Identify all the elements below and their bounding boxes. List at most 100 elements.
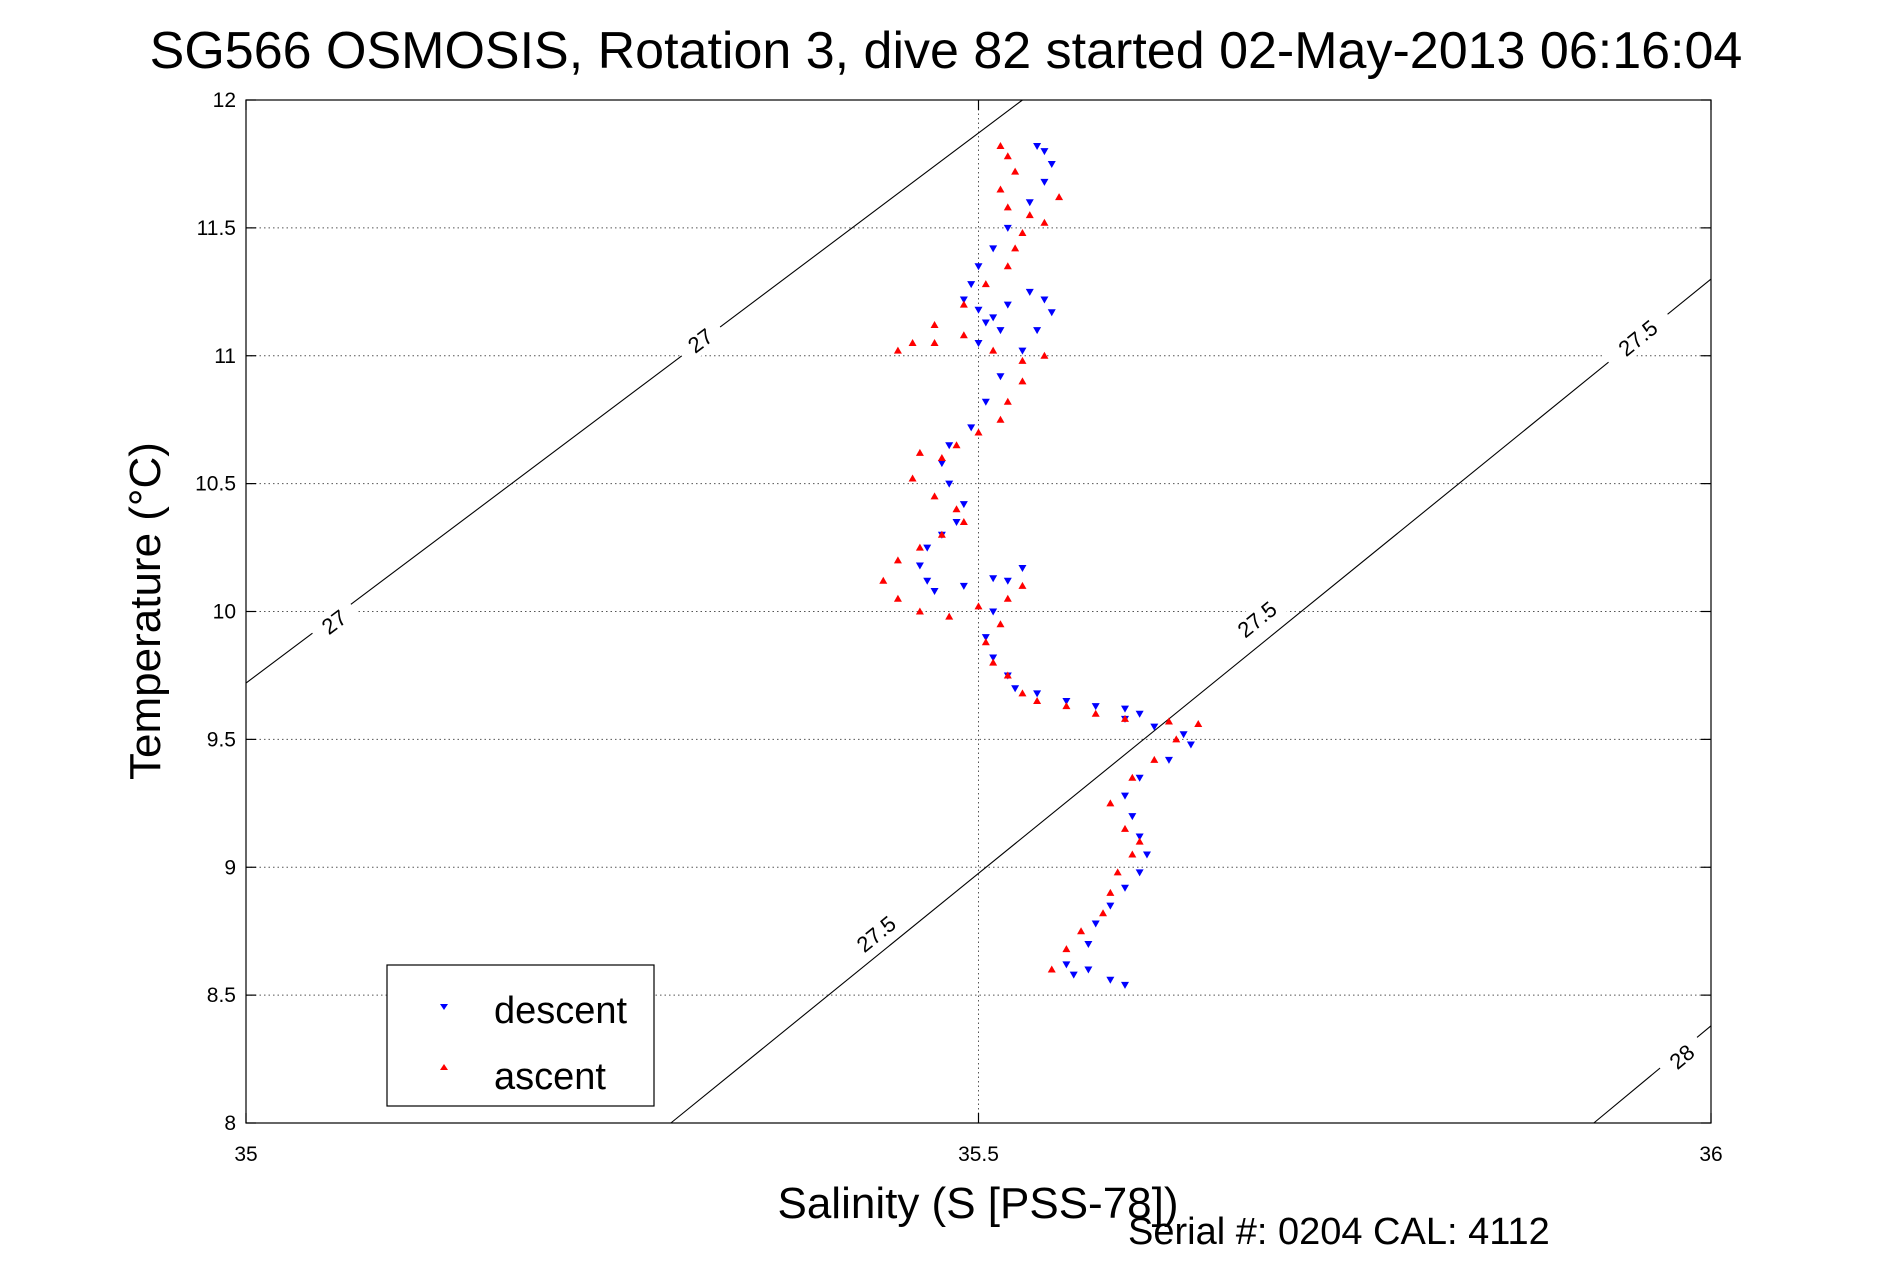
ascent-point: [981, 280, 990, 288]
descent-point: [1025, 288, 1034, 296]
ascent-point: [1128, 773, 1137, 781]
ascent-point: [1033, 697, 1042, 705]
x-tick-label: 35.5: [958, 1143, 999, 1166]
ascent-point: [1011, 244, 1020, 252]
descent-point: [1062, 961, 1071, 969]
y-tick-label: 9.5: [207, 728, 236, 751]
descent-point: [1003, 224, 1012, 232]
ascent-point: [952, 505, 961, 513]
ascent-point: [1047, 965, 1056, 973]
ascent-point: [915, 543, 924, 551]
contour-label-gap: [1219, 585, 1295, 654]
serial-cal-footer: Serial #: 0204 CAL: 4112: [1128, 1211, 1550, 1253]
x-axis-label: Salinity (S [PSS-78]): [777, 1179, 1178, 1228]
ascent-point: [974, 428, 983, 436]
descent-point: [989, 654, 998, 662]
ascent-point: [996, 185, 1005, 193]
contour-label-gap: [306, 596, 361, 647]
ascent-point: [930, 338, 939, 346]
ascent-point: [1003, 262, 1012, 270]
ascent-point: [893, 346, 902, 354]
y-tick-label: 10: [213, 601, 236, 624]
ascent-point: [996, 620, 1005, 628]
descent-point: [1062, 698, 1071, 706]
data-points: [879, 142, 1203, 989]
ascent-point: [1099, 909, 1108, 917]
ascent-point: [1003, 594, 1012, 602]
legend-descent-marker: [440, 1004, 448, 1010]
descent-point: [996, 327, 1005, 335]
descent-point: [981, 634, 990, 642]
descent-point: [989, 314, 998, 322]
ascent-point: [996, 415, 1005, 423]
ascent-point: [908, 474, 917, 482]
ascent-point: [930, 492, 939, 500]
ascent-point: [952, 441, 961, 449]
legend: descent ascent: [386, 964, 655, 1107]
descent-point: [1135, 774, 1144, 782]
ascent-point: [915, 607, 924, 615]
descent-point: [945, 480, 954, 488]
descent-point: [989, 608, 998, 616]
ascent-point: [893, 594, 902, 602]
axis-ticks: 35 35.5 36 8 8.5 9 9.5 10 10.5 11 11.5 12: [195, 89, 1723, 1166]
descent-point: [1040, 148, 1049, 156]
descent-point: [945, 442, 954, 450]
ascent-point: [1091, 709, 1100, 717]
y-tick-label: 12: [213, 89, 236, 112]
ascent-point: [1018, 228, 1027, 236]
ascent-point: [1128, 850, 1137, 858]
descent-point: [1003, 301, 1012, 309]
contour-label-gap: [1600, 303, 1676, 372]
descent-point: [1121, 705, 1129, 713]
descent-point: [1091, 703, 1100, 711]
descent-point: [1135, 833, 1144, 841]
descent-point: [1121, 792, 1129, 800]
y-tick-label: 10.5: [195, 473, 236, 496]
descent-point: [1084, 940, 1093, 948]
ascent-point: [1003, 397, 1012, 405]
ascent-point: [989, 658, 998, 666]
descent-point: [981, 398, 990, 406]
contour-label-gap: [673, 315, 728, 366]
ascent-point: [1003, 671, 1012, 679]
descent-point: [937, 460, 946, 468]
ascent-point: [1055, 193, 1064, 201]
descent-point: [967, 424, 976, 432]
descent-point: [974, 263, 983, 271]
descent-point: [996, 373, 1005, 381]
ascent-point: [959, 300, 968, 308]
legend-ascent-label: ascent: [494, 1056, 606, 1098]
y-tick-label: 11.5: [197, 217, 236, 240]
ascent-point: [1018, 356, 1027, 364]
descent-point: [1047, 160, 1056, 168]
descent-point: [1091, 920, 1100, 928]
ascent-point: [1062, 702, 1071, 710]
descent-point: [1033, 143, 1042, 151]
ascent-point: [893, 556, 902, 564]
descent-point: [1164, 756, 1173, 764]
descent-point: [915, 562, 924, 570]
density-contour-line: [670, 278, 1712, 1124]
ascent-point: [937, 530, 946, 538]
descent-point: [1003, 577, 1012, 585]
ascent-point: [981, 638, 990, 646]
descent-point: [974, 339, 983, 347]
descent-point: [923, 577, 932, 585]
ascent-point: [1135, 837, 1144, 845]
descent-point: [952, 518, 961, 526]
legend-ascent-marker: [440, 1064, 448, 1070]
ascent-point: [1194, 720, 1203, 728]
descent-point: [974, 306, 983, 314]
descent-point: [1128, 813, 1137, 821]
descent-point: [1040, 296, 1049, 304]
y-tick-label: 9: [224, 856, 236, 879]
ascent-point: [1018, 581, 1027, 589]
ascent-point: [908, 338, 917, 346]
x-tick-label: 36: [1699, 1143, 1722, 1166]
ascent-point: [1018, 689, 1027, 697]
ascent-point: [1113, 868, 1122, 876]
descent-point: [959, 501, 968, 509]
